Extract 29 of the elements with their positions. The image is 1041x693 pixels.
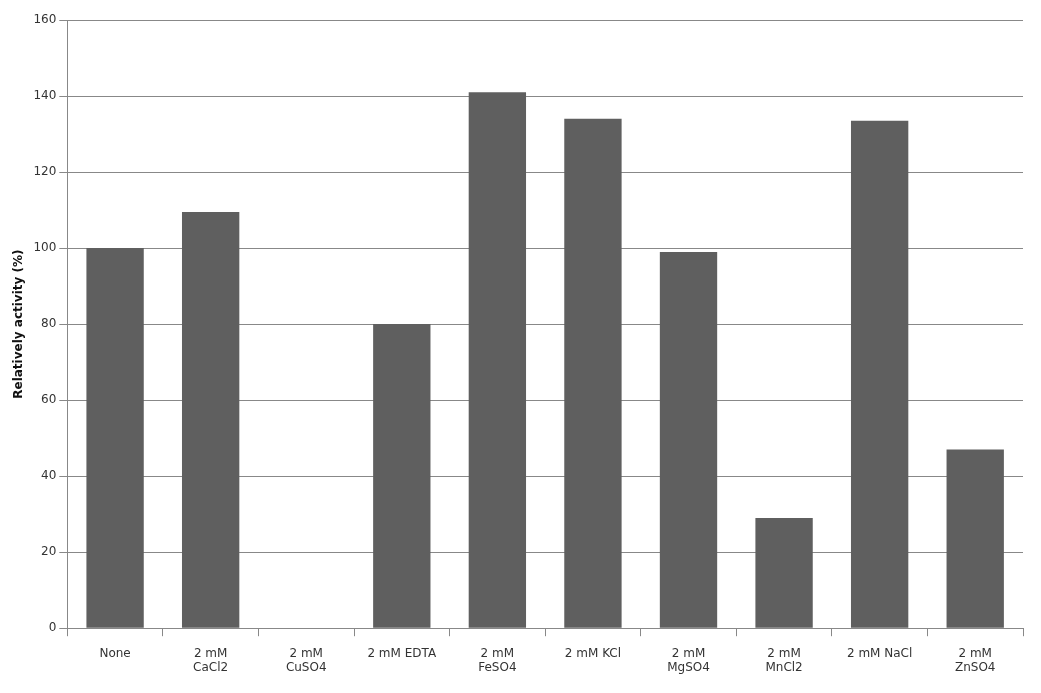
y-tick-label: 140 bbox=[33, 88, 57, 103]
bar bbox=[373, 324, 431, 628]
bar bbox=[659, 251, 718, 628]
x-tick-label: 2 mM EDTA bbox=[367, 645, 437, 660]
bar bbox=[86, 248, 144, 628]
y-tick-label: 40 bbox=[41, 468, 57, 483]
bar bbox=[946, 449, 1004, 628]
y-axis-title: Relatively activity (%) bbox=[11, 249, 26, 399]
bar bbox=[850, 120, 909, 628]
y-tick-label: 0 bbox=[48, 620, 57, 635]
bar bbox=[468, 92, 527, 628]
y-tick-label: 60 bbox=[41, 392, 57, 407]
x-tick-label: 2 mM ZnSO4 bbox=[954, 645, 996, 674]
x-tick-label: 2 mM NaCl bbox=[846, 645, 913, 660]
x-tick-label: 2 mM MgSO4 bbox=[667, 645, 710, 674]
x-tick-label: 2 mM KCl bbox=[564, 645, 622, 660]
x-tick-label: None bbox=[99, 645, 131, 660]
bar bbox=[181, 211, 240, 628]
y-tick-label: 160 bbox=[33, 12, 57, 27]
x-tick-label: 2 mM CuSO4 bbox=[285, 645, 327, 674]
y-tick-label: 120 bbox=[33, 164, 57, 179]
y-tick-label: 100 bbox=[33, 240, 57, 255]
x-tick-label: 2 mM MnCl2 bbox=[765, 645, 803, 674]
y-tick-label: 80 bbox=[41, 316, 57, 331]
x-tick-label: 2 mM CaCl2 bbox=[193, 645, 229, 674]
x-tick-label: 2 mM FeSO4 bbox=[478, 645, 517, 674]
bar bbox=[755, 517, 813, 628]
bar bbox=[564, 118, 622, 628]
y-tick-label: 20 bbox=[41, 544, 57, 559]
